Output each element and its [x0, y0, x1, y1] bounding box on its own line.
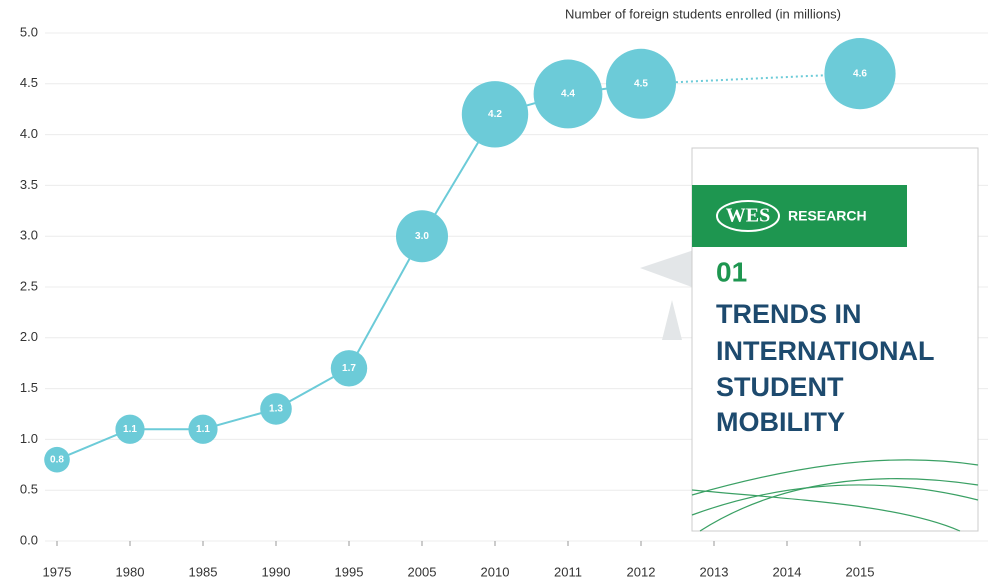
- y-tick-label: 0.5: [20, 482, 38, 497]
- y-tick-label: 0.0: [20, 532, 38, 547]
- data-label: 1.7: [342, 363, 356, 374]
- report-title: TRENDS IN: [716, 299, 862, 329]
- x-tick-label: 2012: [627, 564, 656, 579]
- data-label: 1.1: [123, 424, 137, 435]
- x-tick-label: 1975: [43, 564, 72, 579]
- y-tick-label: 1.5: [20, 380, 38, 395]
- x-tick-label: 2015: [846, 564, 875, 579]
- chart-title: Number of foreign students enrolled (in …: [565, 6, 841, 21]
- y-tick-label: 5.0: [20, 24, 38, 39]
- chart: Number of foreign students enrolled (in …: [0, 0, 988, 580]
- y-tick-label: 4.0: [20, 126, 38, 141]
- cap-tassel: [662, 300, 682, 340]
- y-tick-label: 2.5: [20, 278, 38, 293]
- report-number: 01: [716, 256, 747, 287]
- report-title: INTERNATIONAL: [716, 336, 934, 366]
- cap-icon: [640, 248, 700, 290]
- y-tick-label: 1.0: [20, 431, 38, 446]
- data-label: 4.4: [561, 89, 575, 100]
- x-tick-label: 2013: [700, 564, 729, 579]
- report-cover: WES RESEARCH 01 TRENDS IN INTERNATIONAL …: [640, 148, 978, 531]
- banner-text: RESEARCH: [788, 208, 867, 224]
- x-tick-label: 2010: [481, 564, 510, 579]
- x-tick-label: 2005: [408, 564, 437, 579]
- data-label: 4.2: [488, 109, 502, 120]
- report-title: MOBILITY: [716, 407, 845, 437]
- y-tick-label: 2.0: [20, 329, 38, 344]
- data-label: 1.1: [196, 424, 210, 435]
- x-tick-label: 2014: [773, 564, 802, 579]
- y-tick-label: 4.5: [20, 75, 38, 90]
- logo: WES: [726, 205, 770, 227]
- data-label: 0.8: [50, 454, 64, 465]
- line: [57, 84, 641, 460]
- x-tick-label: 1990: [262, 564, 291, 579]
- data-label: 1.3: [269, 404, 283, 415]
- x-tick-label: 1980: [116, 564, 145, 579]
- x-tick-label: 1985: [189, 564, 218, 579]
- data-label: 3.0: [415, 231, 429, 242]
- y-tick-label: 3.0: [20, 228, 38, 243]
- data-label: 4.6: [853, 68, 867, 79]
- x-tick-label: 1995: [335, 564, 364, 579]
- report-title: STUDENT: [716, 372, 844, 402]
- x-tick-label: 2011: [554, 564, 582, 579]
- data-label: 4.5: [634, 78, 648, 89]
- y-tick-label: 3.5: [20, 177, 38, 192]
